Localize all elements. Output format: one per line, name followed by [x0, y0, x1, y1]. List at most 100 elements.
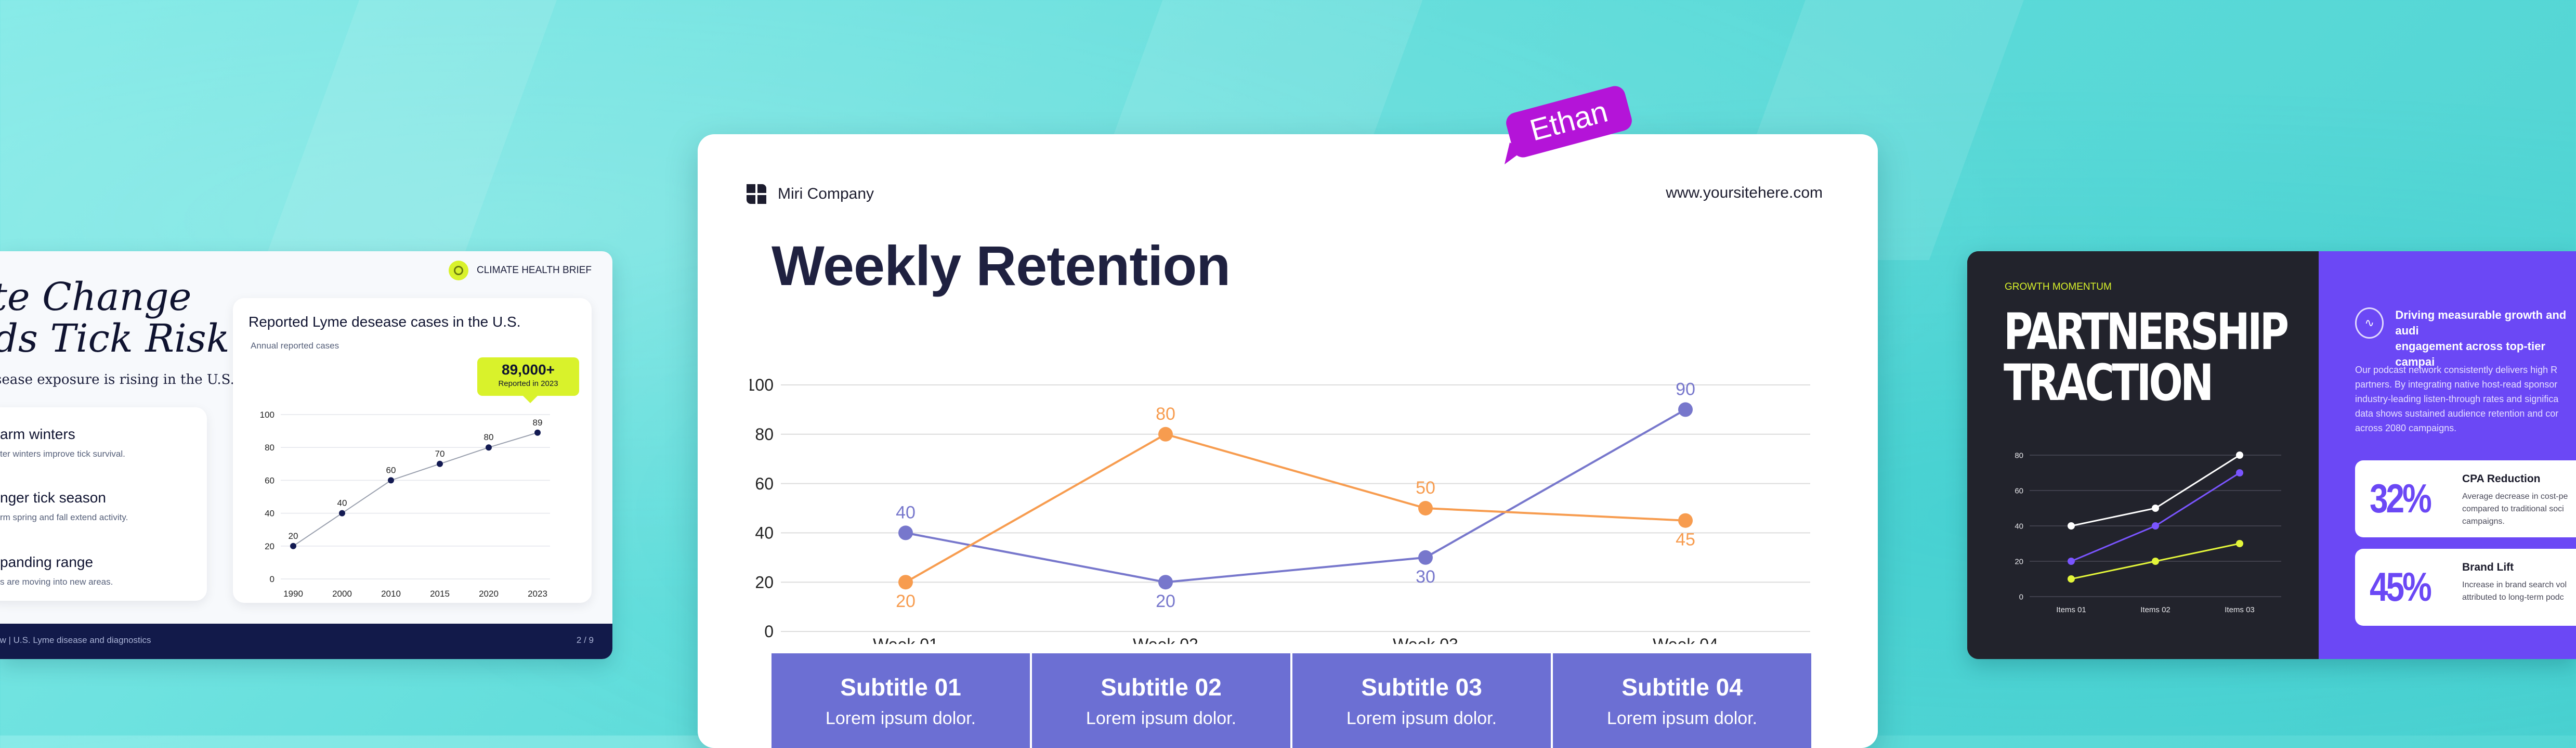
- y-tick-label: 40: [755, 524, 774, 543]
- y-tick-label: 100: [750, 376, 774, 394]
- subtitle-title: Subtitle 04: [1622, 674, 1743, 701]
- y-tick-label: 20: [2015, 557, 2023, 566]
- slide-title: Weekly Retention: [772, 234, 1231, 297]
- subtitle-title: Subtitle 02: [1101, 674, 1222, 701]
- data-point: [2068, 522, 2075, 530]
- subtitle-cell: Subtitle 01 Lorem ipsum dolor.: [772, 653, 1030, 748]
- company-logo-icon: [747, 184, 766, 204]
- data-label: 40: [896, 502, 916, 522]
- x-tick-label: Week 03: [1393, 635, 1458, 644]
- y-tick-label: 60: [755, 474, 774, 493]
- stat-card: 45% Brand Lift Increase in brand search …: [2355, 549, 2576, 626]
- data-point: [1418, 550, 1433, 565]
- x-tick-label: 2015: [430, 589, 450, 599]
- data-point: [2152, 522, 2159, 530]
- slide-footer: ew | U.S. Lyme disease and diagnostics 2…: [0, 624, 612, 659]
- company-name: Miri Company: [778, 185, 874, 202]
- data-point: [898, 575, 913, 590]
- body-text: Our podcast network consistently deliver…: [2355, 365, 2559, 433]
- y-tick-label: 20: [265, 541, 274, 551]
- callout-value: 89,000+: [502, 362, 555, 378]
- y-tick-label: 80: [755, 425, 774, 444]
- stat-value: 45%: [2370, 564, 2432, 610]
- company-logo: Miri Company: [747, 184, 874, 204]
- stat-label: Brand Lift: [2462, 561, 2514, 573]
- slide-title: PARTNERSHIP TRACTION: [2004, 303, 2289, 412]
- data-point: [2152, 505, 2159, 512]
- subtitle-desc: Lorem ipsum dolor.: [1086, 708, 1237, 728]
- list-item: panding range s are moving into new area…: [0, 554, 113, 587]
- chart-title: Reported Lyme desease cases in the U.S.: [249, 314, 521, 330]
- data-point: [534, 429, 541, 436]
- series-line: [905, 408, 1686, 584]
- subtitle-desc: Lorem ipsum dolor.: [1346, 708, 1497, 728]
- center-slide[interactable]: Miri Company www.yoursitehere.com Weekly…: [698, 134, 1878, 748]
- series-line: [293, 432, 538, 547]
- data-label: 80: [1156, 404, 1175, 424]
- list-item: arm winters ter winters improve tick sur…: [0, 426, 125, 459]
- list-item: nger tick season rm spring and fall exte…: [0, 489, 128, 523]
- x-tick-label: Items 01: [2056, 605, 2086, 614]
- data-point: [1158, 575, 1173, 590]
- audio-wave-icon: ∿: [2355, 307, 2384, 339]
- data-point: [2068, 558, 2075, 565]
- feature-list: arm winters ter winters improve tick sur…: [0, 407, 207, 601]
- y-tick-label: 0: [2019, 592, 2023, 601]
- callout-badge: 89,000+ Reported in 2023: [477, 357, 579, 403]
- badge-label: CLIMATE HEALTH BRIEF: [477, 265, 592, 276]
- subtitle-desc: Lorem ipsum dolor.: [1606, 708, 1758, 728]
- right-slide-thumbnail[interactable]: GROWTH MOMENTUM PARTNERSHIP TRACTION 0 20…: [1967, 251, 2576, 659]
- data-label: 60: [386, 465, 396, 475]
- data-point: [486, 444, 492, 451]
- data-point: [1678, 402, 1693, 417]
- dark-panel: GROWTH MOMENTUM PARTNERSHIP TRACTION 0 20…: [1967, 251, 2319, 659]
- subtitle-cell: Subtitle 04 Lorem ipsum dolor.: [1553, 653, 1811, 748]
- subtitle-row: Subtitle 01 Lorem ipsum dolor. Subtitle …: [772, 653, 1811, 748]
- feature-desc: s are moving into new areas.: [0, 577, 113, 587]
- y-tick-label: 80: [2015, 451, 2023, 460]
- data-label: 50: [1416, 478, 1435, 498]
- data-point: [2068, 575, 2075, 583]
- data-label: 30: [1416, 567, 1435, 587]
- y-tick-label: 0: [270, 574, 274, 584]
- subtitle-cell: Subtitle 03 Lorem ipsum dolor.: [1292, 653, 1551, 748]
- lyme-line-chart: 0 20 40 60 80 100 1990 2000 2010 2015 2020 2023 20 40…: [260, 410, 550, 599]
- data-label: 70: [435, 449, 445, 459]
- series-line: [2071, 472, 2240, 562]
- x-tick-label: 2000: [332, 589, 352, 599]
- data-point: [898, 525, 913, 540]
- x-tick-label: Week 04: [1653, 635, 1718, 644]
- data-point: [339, 510, 345, 517]
- x-tick-label: Week 02: [1133, 635, 1198, 644]
- page-indicator: 2 / 9: [576, 635, 594, 645]
- slide-title: ate Change nds Tick Risk: [0, 275, 230, 361]
- y-tick-label: 20: [755, 573, 774, 591]
- target-icon: [449, 261, 468, 280]
- collaborator-cursor-tag: Ethan: [1505, 86, 1632, 164]
- stat-label: CPA Reduction: [2462, 473, 2541, 485]
- subtitle-title: Subtitle 01: [840, 674, 961, 701]
- y-tick-label: 100: [260, 410, 274, 420]
- data-point: [290, 543, 296, 549]
- feature-desc: rm spring and fall extend activity.: [0, 512, 128, 522]
- data-label: 90: [1676, 379, 1695, 399]
- slide-subtitle: sease exposure is rising in the U.S.: [0, 372, 234, 388]
- purple-panel: ∿ Driving measurable growth and audi eng…: [2319, 251, 2576, 659]
- x-tick-label: 2020: [479, 589, 499, 599]
- x-tick-label: 2023: [528, 589, 547, 599]
- chart-subtitle: Annual reported cases: [251, 341, 339, 351]
- headline-text: Driving measurable growth and audi engag…: [2395, 308, 2567, 368]
- series-line: [905, 433, 1686, 583]
- subtitle-desc: Lorem ipsum dolor.: [825, 708, 976, 728]
- left-slide-thumbnail[interactable]: ate Change nds Tick Risk sease exposure …: [0, 251, 612, 659]
- retention-line-chart: 0 20 40 60 80 100 Week 01 Week 02 Week 03 Week 04…: [750, 376, 1810, 644]
- x-tick-label: 2010: [381, 589, 401, 599]
- data-point: [1418, 501, 1433, 515]
- data-label: 40: [337, 498, 347, 508]
- stat-desc: Increase in brand search vol attributed …: [2462, 581, 2567, 602]
- y-tick-label: 80: [265, 443, 274, 453]
- y-tick-label: 40: [265, 509, 274, 519]
- subtitle-title: Subtitle 03: [1361, 674, 1482, 701]
- feature-title: panding range: [0, 554, 94, 570]
- stat-value: 32%: [2370, 475, 2432, 521]
